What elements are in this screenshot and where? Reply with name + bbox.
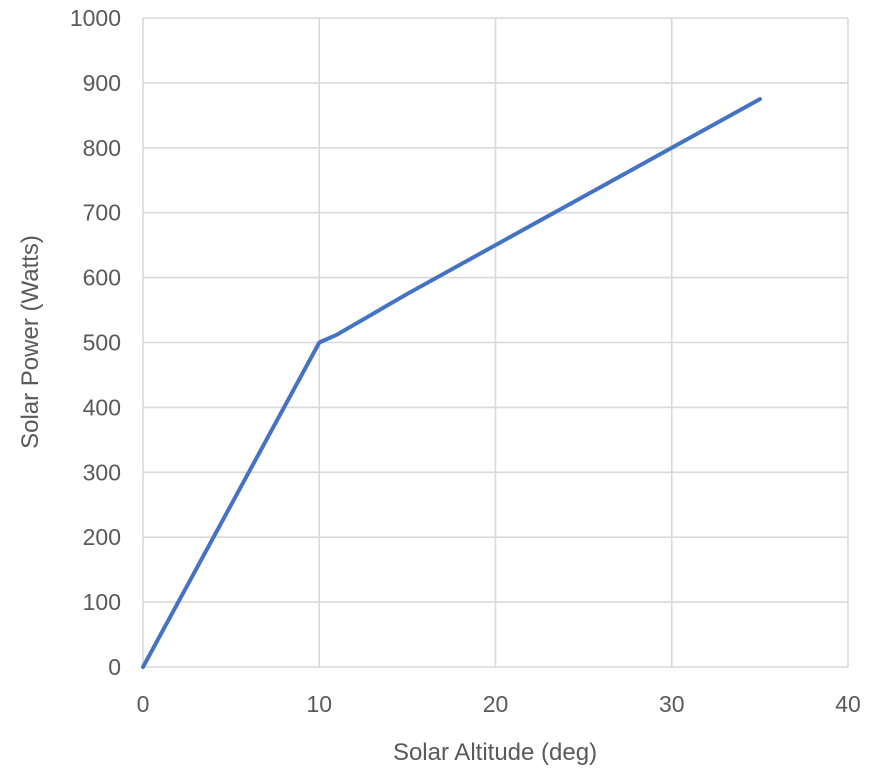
x-tick-label: 20 xyxy=(483,691,509,717)
y-tick-label: 800 xyxy=(83,135,121,161)
series-layer xyxy=(141,97,762,669)
y-axis-title: Solar Power (Watts) xyxy=(17,235,44,449)
tick-labels: 0 100 200 300 400 500 600 700 800 900 1000 0 10 20 30 4… xyxy=(70,5,861,717)
series-line xyxy=(141,97,762,669)
y-tick-label: 100 xyxy=(83,589,121,615)
y-tick-label: 200 xyxy=(83,524,121,550)
y-tick-label: 500 xyxy=(83,330,121,356)
x-tick-label: 0 xyxy=(137,691,150,717)
y-tick-label: 400 xyxy=(83,394,121,420)
y-tick-label: 1000 xyxy=(70,5,121,31)
y-tick-label: 600 xyxy=(83,265,121,291)
y-tick-label: 0 xyxy=(108,654,121,680)
y-tick-label: 700 xyxy=(83,200,121,226)
grid xyxy=(142,17,849,668)
x-tick-label: 10 xyxy=(306,691,332,717)
y-tick-label: 300 xyxy=(83,459,121,485)
x-tick-label: 30 xyxy=(659,691,685,717)
y-tick-label: 900 xyxy=(83,70,121,96)
x-axis-title: Solar Altitude (deg) xyxy=(393,739,597,766)
x-tick-label: 40 xyxy=(835,691,861,717)
